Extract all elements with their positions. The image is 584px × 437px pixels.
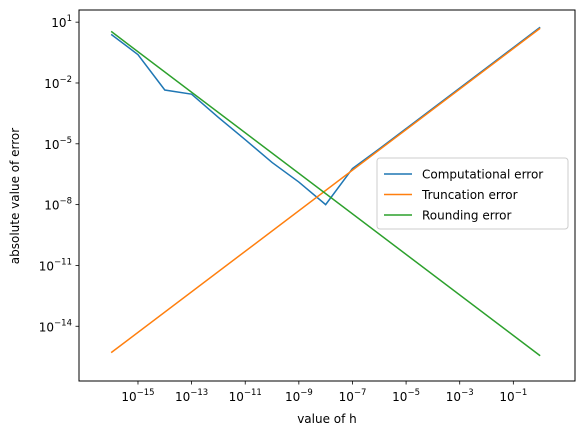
- plot-lines: [110, 26, 541, 357]
- y-tick-label: 10−2: [44, 75, 72, 91]
- series-line-3: [110, 30, 541, 357]
- x-tick-label: 10−13: [175, 388, 208, 404]
- x-axis-ticks: 10−15 10−13 10−11 10−9 10−7 10−5 10−3 10−1: [121, 381, 527, 404]
- y-tick-label: 10−14: [39, 318, 72, 334]
- legend: Computational error Truncation error Round…: [376, 157, 569, 230]
- legend-label: Computational error: [422, 168, 543, 182]
- x-tick-label: 10−3: [446, 388, 474, 404]
- y-axis-ticks: 101 10−2 10−5 10−8 10−11 10−14: [39, 14, 79, 334]
- x-tick-label: 10−5: [392, 388, 420, 404]
- y-tick-label: 10−5: [44, 136, 72, 152]
- plot-frame: [78, 9, 576, 382]
- series-line-2: [110, 27, 541, 354]
- legend-label: Truncation error: [421, 188, 518, 202]
- y-tick-label: 10−8: [44, 197, 72, 213]
- x-tick-label: 10−9: [285, 388, 313, 404]
- x-tick-label: 10−1: [499, 388, 527, 404]
- y-axis-label: absolute value of error: [8, 128, 22, 264]
- y-tick-label: 101: [51, 14, 72, 30]
- legend-label: Rounding error: [422, 209, 511, 223]
- legend-frame: [376, 157, 569, 230]
- x-axis-label: value of h: [297, 412, 357, 426]
- x-tick-label: 10−11: [229, 388, 262, 404]
- y-tick-label: 10−11: [39, 257, 72, 273]
- x-tick-label: 10−15: [121, 388, 154, 404]
- x-tick-label: 10−7: [339, 388, 367, 404]
- series-line-1: [110, 26, 541, 206]
